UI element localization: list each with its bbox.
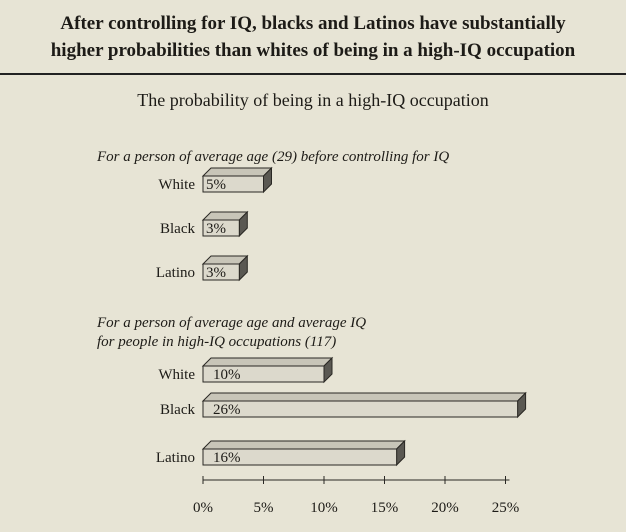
x-tick-label-10: 10% bbox=[310, 500, 338, 516]
x-tick-label-20: 20% bbox=[431, 500, 459, 516]
category-label-2-black: Black bbox=[160, 402, 195, 418]
bar-1-black bbox=[202, 219, 240, 237]
bar-2-latino bbox=[202, 448, 398, 466]
headline: After controlling for IQ, blacks and Lat… bbox=[0, 10, 626, 64]
value-label-2-white: 10% bbox=[213, 367, 241, 383]
x-tick-label-0: 0% bbox=[193, 500, 213, 516]
chart-title: The probability of being in a high-IQ oc… bbox=[137, 90, 489, 110]
headline-line-2: higher probabilities than whites of bein… bbox=[50, 40, 576, 61]
category-label-2-latino: Latino bbox=[156, 450, 195, 466]
bar-1-latino bbox=[202, 263, 240, 281]
bar-top-2-latino bbox=[201, 440, 406, 450]
category-label-2-white: White bbox=[158, 367, 195, 383]
group-1-label-line-1: For a person of average age (29) before … bbox=[97, 149, 450, 165]
category-label-1-white: White bbox=[158, 177, 195, 193]
group-2-label-line-2: for people in high-IQ occupations (117) bbox=[97, 334, 337, 350]
value-label-1-black: 3% bbox=[206, 221, 226, 237]
category-label-1-latino: Latino bbox=[156, 265, 195, 281]
bar-top-1-white bbox=[201, 167, 273, 177]
x-tick-label-15: 15% bbox=[371, 500, 399, 516]
category-label-1-black: Black bbox=[160, 221, 195, 237]
title-divider bbox=[0, 73, 626, 75]
headline-line-1: After controlling for IQ, blacks and Lat… bbox=[60, 13, 566, 34]
bar-1-white bbox=[202, 175, 264, 193]
x-tick-label-5: 5% bbox=[254, 500, 274, 516]
group-2-label-line-1: For a person of average age and average … bbox=[97, 315, 367, 331]
value-label-1-white: 5% bbox=[206, 177, 226, 193]
bar-2-black bbox=[202, 400, 519, 418]
value-label-1-latino: 3% bbox=[206, 265, 226, 281]
group-1-label: For a person of average age (29) before … bbox=[97, 148, 449, 167]
value-label-2-latino: 16% bbox=[213, 450, 241, 466]
value-label-2-black: 26% bbox=[213, 402, 241, 418]
bar-2-white bbox=[202, 365, 325, 383]
bar-top-2-white bbox=[201, 357, 334, 367]
x-tick-label-25: 25% bbox=[492, 500, 520, 516]
group-2-label: For a person of average age and average … bbox=[97, 314, 366, 352]
bar-top-2-black bbox=[201, 392, 527, 402]
